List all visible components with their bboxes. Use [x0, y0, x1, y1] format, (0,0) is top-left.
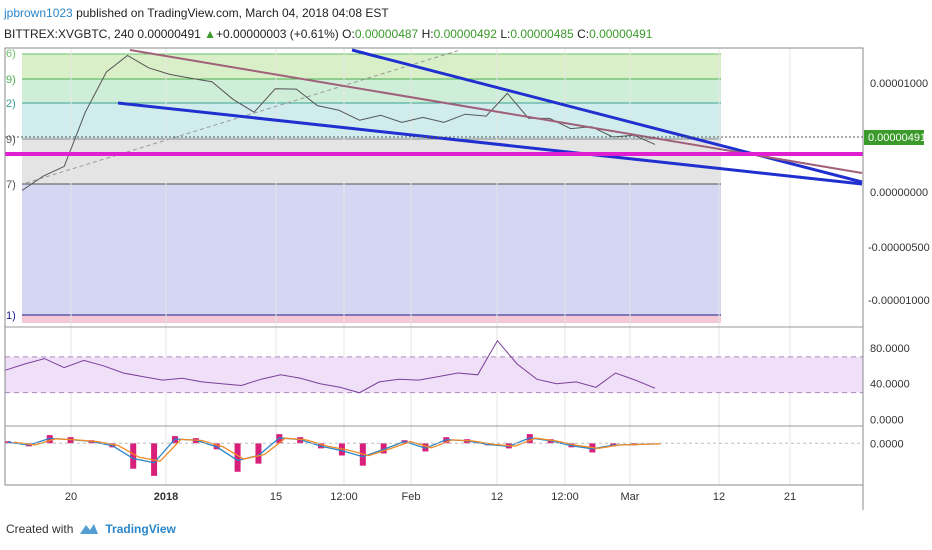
price-axis: 0.00001000 0.00000000 -0.00000500 -0.000010…: [868, 78, 930, 307]
low-label: L:: [500, 27, 511, 41]
macd-pane[interactable]: 0.0000: [5, 434, 904, 476]
price-tick-label: -0.00001000: [868, 295, 930, 307]
fib-level-labels: 6) 9) 2) 9) 7) 1): [6, 48, 16, 322]
fib-level-label: 9): [6, 134, 16, 146]
last-price-tag: 0.00000491: [864, 130, 926, 145]
signal-line: [13, 437, 662, 462]
macd-histogram-bar: [276, 434, 283, 444]
macd-tick-label: 0.0000: [870, 438, 904, 450]
last-price: 0.00000491: [137, 27, 201, 41]
rsi-pane[interactable]: 80.0000 40.0000 0.0000: [4, 339, 910, 427]
time-tick-label: 12:00: [330, 491, 358, 503]
low-value: 0.00000485: [510, 27, 574, 41]
tradingview-brand[interactable]: TradingView: [105, 522, 176, 536]
ohlc-line: BITTREX:XVGBTC, 240 0.00000491 ▲+0.00000…: [4, 27, 652, 41]
tradingview-logo-icon: [80, 524, 99, 534]
price-series: [21, 54, 656, 191]
time-axis: 20 2018 15 12:00 Feb 12 12:00 Mar 12 21: [65, 491, 796, 503]
time-tick-label: 15: [270, 491, 282, 503]
trend-drawings[interactable]: [5, 48, 863, 186]
time-tick-label: Mar: [621, 491, 640, 503]
time-tick-label: 21: [784, 491, 796, 503]
macd-histogram-bar: [46, 435, 53, 444]
time-tick-label: 12: [491, 491, 503, 503]
time-tick-label: Feb: [402, 491, 421, 503]
fib-band: [22, 184, 721, 315]
macd-histogram-bar: [255, 443, 262, 464]
macd-histogram-bar: [526, 434, 533, 444]
macd-histogram-bar: [380, 443, 387, 454]
fib-level-label: 9): [6, 74, 16, 86]
fib-band: [22, 54, 721, 79]
fib-band: [22, 315, 721, 323]
lower-wedge-line[interactable]: [117, 101, 863, 186]
high-label: H:: [421, 27, 434, 41]
last-price-badge-text: 0.00000491: [868, 132, 926, 144]
published-text: published on TradingView.com, March 04, …: [76, 6, 389, 20]
time-tick-label: 2018: [154, 491, 178, 503]
high-value: 0.00000492: [433, 27, 497, 41]
upper-wedge-line[interactable]: [351, 48, 863, 184]
fib-level-label: 7): [6, 179, 16, 191]
fib-level-label: 1): [6, 310, 16, 322]
price-change: +0.00000003 (+0.61%): [216, 27, 339, 41]
time-tick-label: 12: [713, 491, 725, 503]
price-tick-label: 0.00001000: [870, 78, 928, 90]
time-tick-label: 12:00: [551, 491, 579, 503]
price-tick-label: -0.00000500: [868, 242, 930, 254]
macd-histogram-bar: [234, 443, 241, 472]
rsi-tick-label: 0.0000: [870, 415, 904, 427]
fib-band: [22, 139, 721, 184]
macd-histogram-bar: [422, 443, 429, 452]
fib-level-label: 6): [6, 48, 16, 60]
created-with-text: Created with: [6, 522, 74, 536]
fib-band: [22, 103, 721, 139]
author-link[interactable]: jpbrown1023: [4, 6, 73, 20]
up-arrow-icon: ▲: [204, 27, 217, 41]
rsi-line: [4, 339, 656, 394]
rsi-tick-label: 80.0000: [870, 343, 910, 355]
close-label: C:: [577, 27, 590, 41]
open-label: O:: [342, 27, 355, 41]
rsi-band: [5, 356, 863, 393]
close-value: 0.00000491: [589, 27, 653, 41]
fib-level-label: 2): [6, 98, 16, 110]
last-price-badge: [864, 130, 924, 145]
time-tick-label: 20: [65, 491, 77, 503]
footer: Created with TradingView: [6, 522, 176, 536]
fib-retracement[interactable]: [22, 53, 721, 323]
symbol-label[interactable]: BITTREX:XVGBTC, 240: [4, 27, 135, 41]
open-value: 0.00000487: [354, 27, 419, 41]
publish-line: jpbrown1023 published on TradingView.com…: [4, 6, 389, 20]
rsi-tick-label: 40.0000: [870, 379, 910, 391]
macd-histogram-bar: [130, 443, 137, 469]
price-tick-label: 0.00000000: [870, 187, 928, 199]
